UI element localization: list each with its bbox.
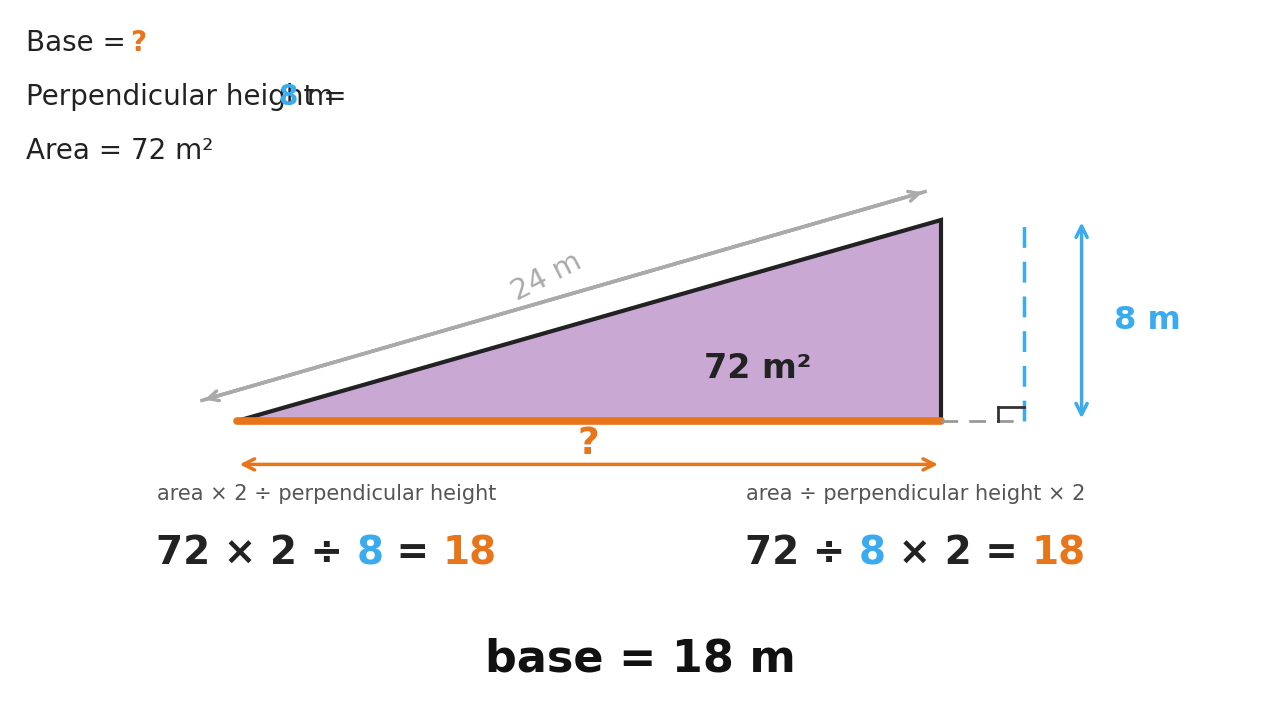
Text: 8 m: 8 m: [1114, 305, 1180, 336]
Text: 8: 8: [356, 534, 383, 572]
Text: m: m: [298, 83, 334, 111]
Text: area × 2 ÷ perpendicular height: area × 2 ÷ perpendicular height: [156, 484, 497, 504]
Polygon shape: [237, 220, 941, 421]
Text: 24 m: 24 m: [507, 247, 586, 306]
Text: area ÷ perpendicular height × 2: area ÷ perpendicular height × 2: [745, 484, 1085, 504]
Text: =: =: [383, 534, 443, 572]
Text: 72 ÷: 72 ÷: [745, 534, 859, 572]
Text: 8: 8: [278, 83, 297, 111]
Text: Area = 72 m²: Area = 72 m²: [26, 137, 212, 165]
Text: 8: 8: [859, 534, 886, 572]
Text: ?: ?: [131, 29, 147, 57]
Text: Base =: Base =: [26, 29, 134, 57]
Text: 72 × 2 ÷: 72 × 2 ÷: [156, 534, 356, 572]
Text: Perpendicular height =: Perpendicular height =: [26, 83, 355, 111]
Text: 72 m²: 72 m²: [704, 352, 812, 385]
Text: 18: 18: [1032, 534, 1085, 572]
Text: 18: 18: [443, 534, 497, 572]
Text: base = 18 m: base = 18 m: [485, 637, 795, 680]
Text: ?: ?: [579, 426, 599, 462]
Text: × 2 =: × 2 =: [886, 534, 1032, 572]
